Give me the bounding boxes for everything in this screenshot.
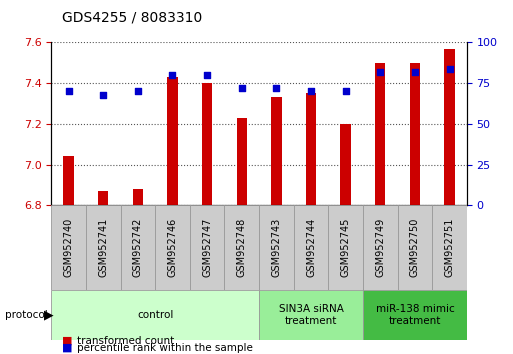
Point <box>238 85 246 91</box>
Point <box>307 88 315 94</box>
Bar <box>225 205 259 290</box>
Point <box>376 69 384 75</box>
Point <box>134 88 142 94</box>
Bar <box>432 205 467 290</box>
Text: ▶: ▶ <box>44 309 53 321</box>
Bar <box>86 205 121 290</box>
Bar <box>167 77 177 205</box>
Point <box>445 66 453 72</box>
Bar <box>306 93 316 205</box>
Bar <box>155 205 190 290</box>
Bar <box>51 205 86 290</box>
Point <box>272 85 281 91</box>
Text: GSM952741: GSM952741 <box>98 218 108 278</box>
Text: protocol: protocol <box>5 310 48 320</box>
Text: GSM952746: GSM952746 <box>168 218 177 278</box>
Text: GSM952750: GSM952750 <box>410 218 420 278</box>
Bar <box>363 290 467 340</box>
Bar <box>375 63 385 205</box>
Text: SIN3A siRNA
treatment: SIN3A siRNA treatment <box>279 304 343 326</box>
Bar <box>190 205 225 290</box>
Point <box>168 72 176 78</box>
Bar <box>363 205 398 290</box>
Text: GSM952745: GSM952745 <box>341 218 350 278</box>
Bar <box>51 290 259 340</box>
Bar <box>133 189 143 205</box>
Text: percentile rank within the sample: percentile rank within the sample <box>77 343 253 353</box>
Text: GSM952744: GSM952744 <box>306 218 316 278</box>
Text: GSM952742: GSM952742 <box>133 218 143 278</box>
Bar <box>398 205 432 290</box>
Bar <box>271 97 282 205</box>
Bar <box>64 156 74 205</box>
Text: GSM952743: GSM952743 <box>271 218 281 278</box>
Text: transformed count: transformed count <box>77 336 174 346</box>
Bar <box>410 63 420 205</box>
Text: GSM952740: GSM952740 <box>64 218 73 278</box>
Bar <box>293 205 328 290</box>
Bar <box>341 124 351 205</box>
Bar <box>202 83 212 205</box>
Bar <box>259 205 293 290</box>
Bar <box>98 191 108 205</box>
Text: control: control <box>137 310 173 320</box>
Text: GSM952748: GSM952748 <box>237 218 247 278</box>
Text: GSM952749: GSM952749 <box>376 218 385 278</box>
Point <box>99 92 107 97</box>
Point <box>203 72 211 78</box>
Point <box>65 88 73 94</box>
Text: miR-138 mimic
treatment: miR-138 mimic treatment <box>376 304 455 326</box>
Point <box>342 88 350 94</box>
Text: ■: ■ <box>62 343 72 353</box>
Text: GSM952751: GSM952751 <box>445 218 455 278</box>
Text: ■: ■ <box>62 336 72 346</box>
Bar <box>328 205 363 290</box>
Bar <box>259 290 363 340</box>
Bar <box>121 205 155 290</box>
Bar <box>236 118 247 205</box>
Text: GSM952747: GSM952747 <box>202 218 212 278</box>
Text: GDS4255 / 8083310: GDS4255 / 8083310 <box>62 11 202 25</box>
Point <box>411 69 419 75</box>
Bar <box>444 48 455 205</box>
